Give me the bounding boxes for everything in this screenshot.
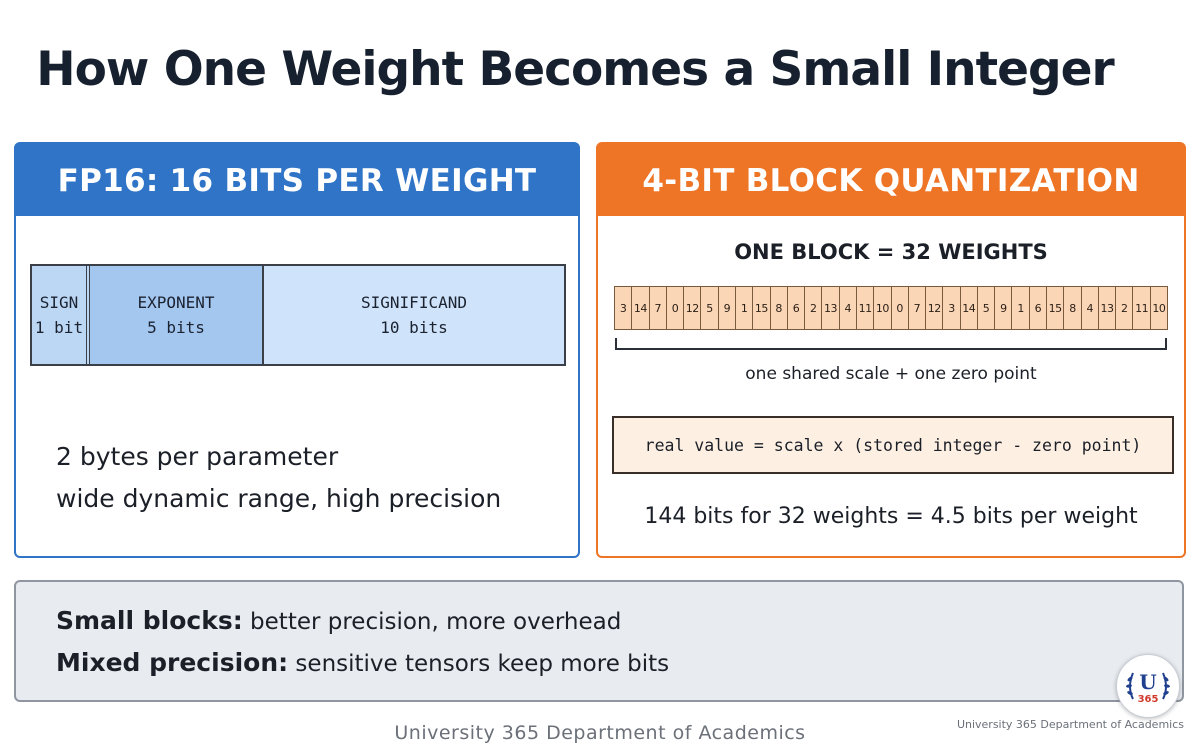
exponent-field-bits: 5 bits xyxy=(147,318,205,337)
exponent-field: EXPONENT 5 bits xyxy=(90,266,264,364)
weight-cell: 4 xyxy=(1082,287,1099,329)
weight-cell: 14 xyxy=(632,287,650,329)
weight-cell: 12 xyxy=(684,287,702,329)
bracket-label: one shared scale + one zero point xyxy=(745,364,1037,384)
weight-cell: 6 xyxy=(788,287,806,329)
weight-cell: 5 xyxy=(701,287,719,329)
weight-cell: 7 xyxy=(650,287,667,329)
weight-cell: 8 xyxy=(771,287,788,329)
weight-cell: 2 xyxy=(1116,287,1134,329)
weight-cell: 13 xyxy=(822,287,840,329)
sign-field: SIGN 1 bit xyxy=(32,266,90,364)
weight-cell: 1 xyxy=(1012,287,1030,329)
weight-cell: 2 xyxy=(805,287,823,329)
weight-cell: 4 xyxy=(840,287,857,329)
fp16-bitfield: SIGN 1 bit EXPONENT 5 bits SIGNIFICAND 1… xyxy=(30,264,566,366)
mixed-precision-text: sensitive tensors keep more bits xyxy=(288,651,670,677)
logo-letter: U xyxy=(1139,670,1156,694)
bits-per-weight-line: 144 bits for 32 weights = 4.5 bits per w… xyxy=(644,504,1138,529)
dequant-formula: real value = scale x (stored integer - z… xyxy=(612,416,1174,474)
weight-cell: 0 xyxy=(892,287,909,329)
weight-cell: 12 xyxy=(926,287,944,329)
fp16-bytes-line: 2 bytes per parameter xyxy=(56,442,339,471)
weight-cell: 10 xyxy=(1152,301,1166,315)
fp16-range-line: wide dynamic range, high precision xyxy=(56,484,502,513)
weight-cell: 11 xyxy=(1133,287,1151,329)
weight-cell: 14 xyxy=(961,287,978,329)
weight-cell: 15 xyxy=(1047,287,1065,329)
significand-field-bits: 10 bits xyxy=(380,318,448,337)
sign-field-bits: 1 bit xyxy=(34,318,84,337)
footer-credit-small: University 365 Department of Academics xyxy=(956,718,1184,731)
weight-cell: 7 xyxy=(909,287,927,329)
significand-field: SIGNIFICAND 10 bits xyxy=(264,266,564,364)
logo-number: 365 xyxy=(1138,694,1159,705)
takeaways-box: Small blocks: better precision, more ove… xyxy=(14,580,1184,702)
weight-cell: 6 xyxy=(1030,287,1048,329)
mixed-precision-note: Mixed precision: sensitive tensors keep … xyxy=(56,648,669,677)
small-blocks-label: Small blocks: xyxy=(56,606,243,635)
weight-cell: 3 xyxy=(943,287,961,329)
fp16-panel: FP16: 16 BITS PER WEIGHT SIGN 1 bit EXPO… xyxy=(14,142,580,558)
small-blocks-note: Small blocks: better precision, more ove… xyxy=(56,606,621,635)
block-title: ONE BLOCK = 32 WEIGHTS xyxy=(734,240,1048,264)
university-logo: U 365 xyxy=(1116,654,1180,718)
quantization-panel: 4-BIT BLOCK QUANTIZATION ONE BLOCK = 32 … xyxy=(596,142,1186,558)
weight-cell: 5 xyxy=(978,287,996,329)
weight-cell: 10 xyxy=(874,287,892,329)
weight-cell: 8 xyxy=(1064,287,1082,329)
fp16-panel-header: FP16: 16 BITS PER WEIGHT xyxy=(16,144,578,216)
mixed-precision-label: Mixed precision: xyxy=(56,648,289,677)
weight-cell: 3 xyxy=(615,287,633,329)
small-blocks-text: better precision, more overhead xyxy=(242,609,622,635)
exponent-field-name: EXPONENT xyxy=(137,293,215,312)
sign-field-name: SIGN xyxy=(39,293,79,312)
significand-field-name: SIGNIFICAND xyxy=(361,293,467,312)
weight-cell: 0 xyxy=(667,287,685,329)
weight-cell: 13 xyxy=(1099,287,1117,329)
weight-cell: 11 xyxy=(857,287,875,329)
weight-cell: 15 xyxy=(753,287,771,329)
fp16-description: 2 bytes per parameter wide dynamic range… xyxy=(56,436,501,520)
weight-cell: 1 xyxy=(736,287,754,329)
weight-block: 3 14 7 0 12 5 9 1 15 8 6 2 13 4 11 10 0 7 12 3 14 5 9 1 6 15 8 4 13 2… xyxy=(614,286,1168,330)
laurel-logo-icon: U 365 xyxy=(1126,670,1170,705)
footer-credit: University 365 Department of Academics xyxy=(394,722,806,744)
weight-cell: 9 xyxy=(995,287,1013,329)
block-bracket xyxy=(615,338,1167,350)
page-title: How One Weight Becomes a Small Integer xyxy=(36,42,1114,97)
weight-cell: 9 xyxy=(719,287,736,329)
quantization-panel-header: 4-BIT BLOCK QUANTIZATION xyxy=(598,144,1184,216)
